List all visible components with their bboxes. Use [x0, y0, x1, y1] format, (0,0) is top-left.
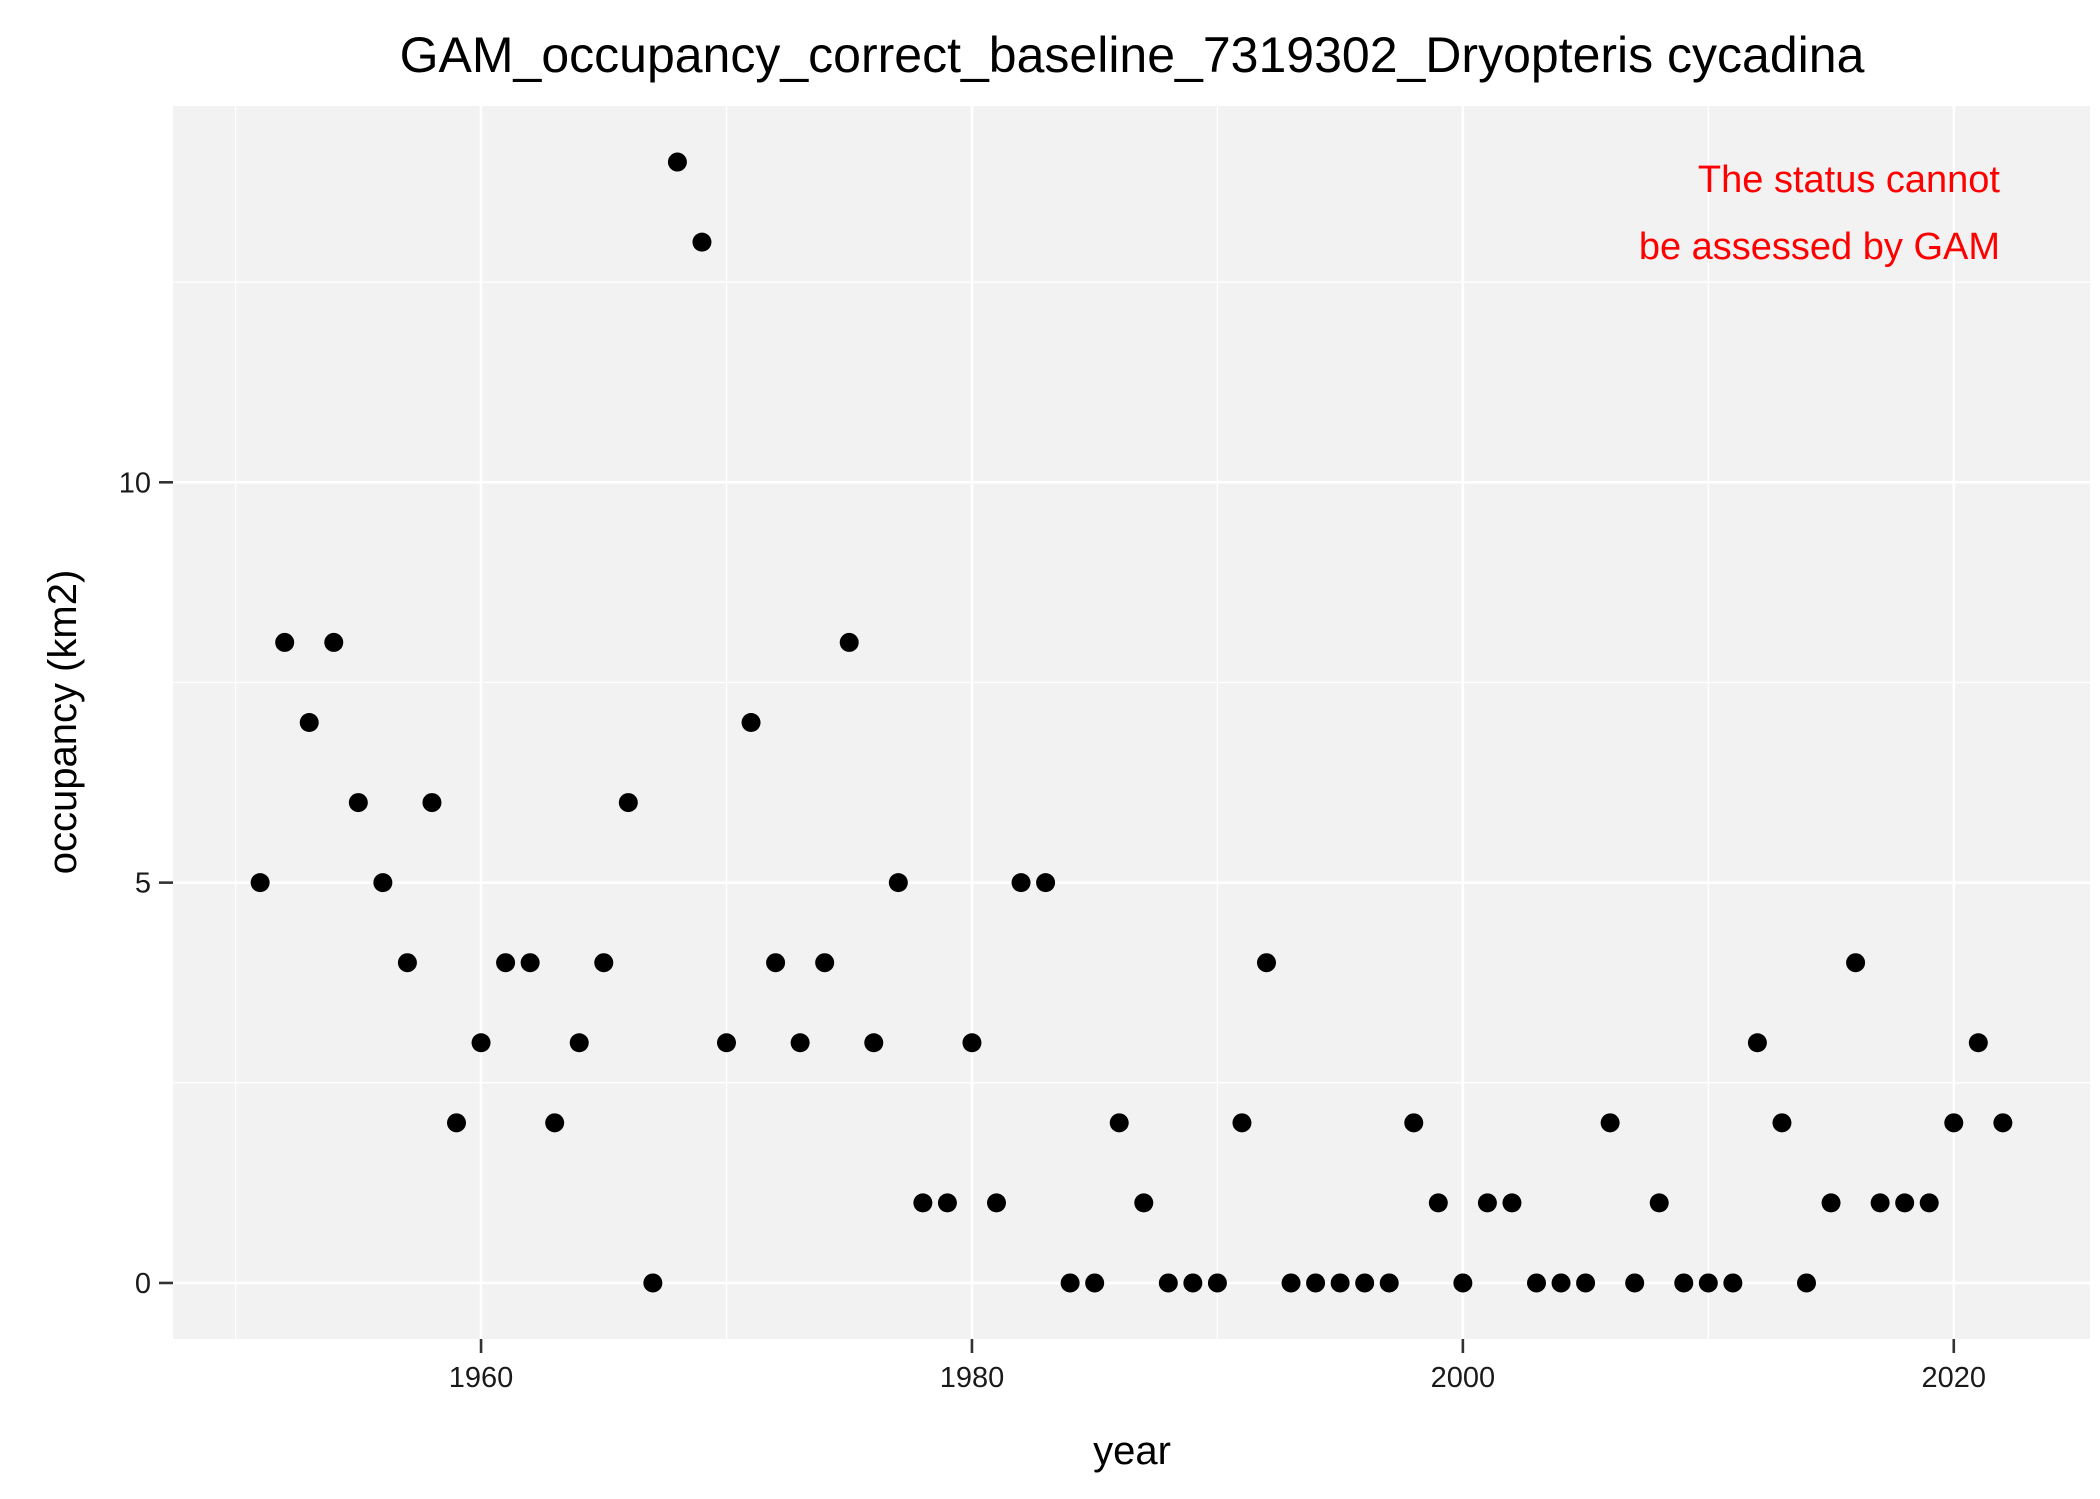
data-point	[1306, 1273, 1326, 1293]
data-point	[1134, 1193, 1154, 1213]
y-axis-title: occupancy (km2)	[41, 570, 85, 875]
data-point	[1355, 1273, 1375, 1293]
data-point	[1060, 1273, 1080, 1293]
annotation-line-1: The status cannot	[1698, 159, 2001, 201]
data-point	[717, 1033, 736, 1053]
data-point	[1625, 1273, 1645, 1293]
y-tick-label: 0	[135, 1268, 151, 1300]
data-point	[1772, 1113, 1792, 1133]
data-point	[1551, 1273, 1571, 1293]
data-point	[1600, 1113, 1620, 1133]
data-point	[520, 953, 540, 973]
annotation-line-2: be assessed by GAM	[1639, 226, 2000, 268]
data-points	[250, 152, 2013, 1293]
data-point	[1527, 1273, 1546, 1293]
data-point	[1036, 873, 1056, 893]
data-point	[766, 953, 786, 973]
data-point	[1085, 1273, 1105, 1293]
y-tick-label: 10	[119, 467, 151, 499]
data-point	[447, 1113, 466, 1133]
data-point	[348, 793, 368, 813]
data-point	[987, 1193, 1006, 1213]
data-point	[864, 1033, 884, 1053]
data-point	[545, 1113, 565, 1133]
data-point	[839, 632, 859, 652]
data-point	[1870, 1193, 1890, 1213]
data-point	[275, 632, 295, 652]
data-point	[1649, 1193, 1669, 1213]
data-point	[373, 873, 393, 893]
data-point	[1428, 1193, 1448, 1213]
data-point	[1502, 1193, 1522, 1213]
data-point	[1011, 873, 1031, 893]
data-point	[667, 152, 687, 172]
data-point	[1895, 1193, 1915, 1213]
data-point	[1821, 1193, 1841, 1213]
data-point	[741, 713, 761, 732]
data-point	[1158, 1273, 1178, 1293]
data-point	[937, 1193, 957, 1213]
x-tick-label: 2000	[1431, 1362, 1496, 1394]
data-point	[422, 793, 442, 813]
data-point	[299, 713, 319, 732]
data-point	[1993, 1113, 2013, 1133]
data-point	[594, 953, 614, 973]
data-point	[1207, 1273, 1227, 1293]
data-point	[1453, 1273, 1473, 1293]
data-point	[496, 953, 516, 973]
data-point	[397, 953, 417, 973]
data-point	[618, 793, 638, 813]
data-point	[1674, 1273, 1694, 1293]
plot-panel	[173, 106, 2090, 1339]
x-tick-label: 1980	[940, 1362, 1005, 1394]
data-point	[643, 1273, 663, 1293]
data-point	[913, 1193, 933, 1213]
data-point	[1477, 1193, 1497, 1213]
data-point	[1968, 1033, 1988, 1053]
grid-lines	[173, 106, 2090, 1339]
data-point	[1281, 1273, 1301, 1293]
data-point	[1109, 1113, 1129, 1133]
data-point	[1698, 1273, 1718, 1293]
data-point	[1330, 1273, 1350, 1293]
data-point	[324, 632, 344, 652]
data-point	[1257, 953, 1276, 973]
data-point	[1747, 1033, 1767, 1053]
data-point	[471, 1033, 491, 1053]
status-annotation: The status cannot be assessed by GAM	[1639, 159, 2001, 268]
data-point	[1846, 953, 1866, 973]
data-point	[1379, 1273, 1399, 1293]
chart-title: GAM_occupancy_correct_baseline_7319302_D…	[400, 27, 1865, 83]
y-tick-label: 5	[135, 868, 151, 900]
data-point	[1797, 1273, 1816, 1293]
x-axis-title: year	[1093, 1429, 1171, 1473]
x-tick-label: 2020	[1922, 1362, 1987, 1394]
data-point	[692, 232, 712, 252]
x-axis: 1960 1980 2000 2020	[449, 1339, 1986, 1394]
data-point	[1723, 1273, 1743, 1293]
data-point	[1232, 1113, 1252, 1133]
data-point	[815, 953, 835, 973]
y-axis: 0 5 10	[119, 467, 173, 1300]
data-point	[888, 873, 908, 893]
data-point	[1576, 1273, 1596, 1293]
data-point	[790, 1033, 810, 1053]
data-point	[1919, 1193, 1939, 1213]
data-point	[962, 1033, 982, 1053]
data-point	[1404, 1113, 1424, 1133]
data-point	[1944, 1113, 1964, 1133]
x-tick-label: 1960	[449, 1362, 514, 1394]
data-point	[1183, 1273, 1203, 1293]
data-point	[250, 873, 270, 893]
data-point	[569, 1033, 589, 1053]
